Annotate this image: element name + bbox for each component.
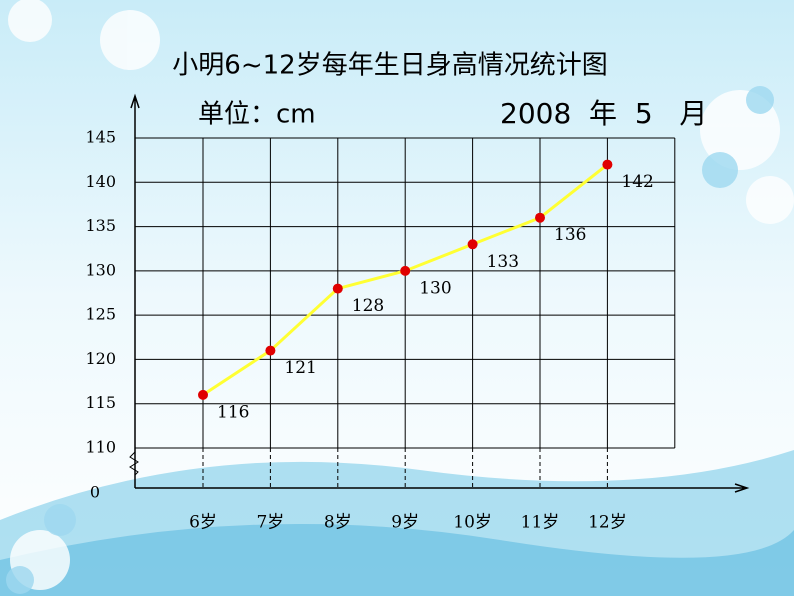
unit-label: 单位：cm	[198, 100, 316, 130]
decor	[6, 86, 774, 594]
point	[400, 265, 411, 276]
y-tick-label: 135	[85, 216, 116, 235]
date-label: 2008 年 5 月	[500, 97, 707, 130]
y-tick-label: 120	[85, 349, 116, 368]
value-label: 130	[419, 278, 451, 298]
point	[265, 345, 276, 356]
value-label: 128	[352, 296, 384, 316]
wave	[0, 524, 794, 596]
x-tick-label: 11岁	[521, 513, 560, 533]
x-tick-label: 9岁	[391, 513, 419, 533]
point	[602, 159, 613, 170]
x-axis	[135, 483, 750, 493]
value-label: 136	[554, 225, 586, 245]
x-tick-label: 8岁	[324, 513, 352, 533]
y-axis	[130, 93, 140, 488]
x-tick-label: 7岁	[256, 513, 284, 533]
x-tick-label: 6岁	[189, 513, 217, 533]
y-tick-label: 115	[85, 393, 116, 412]
y-tick-label: 125	[85, 305, 116, 324]
axis-break	[129, 451, 139, 476]
value-label: 142	[621, 172, 653, 192]
origin-label: 0	[90, 483, 100, 502]
point	[467, 239, 478, 250]
chart-title: 小明6~12岁每年生日身高情况统计图	[172, 51, 607, 81]
x-tick-label: 10岁	[453, 513, 492, 533]
value-label: 116	[217, 402, 249, 422]
point	[198, 389, 208, 400]
y-tick-label: 110	[85, 438, 116, 457]
y-tick-label: 145	[85, 128, 116, 147]
point	[535, 212, 545, 223]
point	[332, 283, 343, 294]
y-tick-label: 140	[85, 172, 116, 191]
y-tick-label: 130	[85, 260, 116, 279]
value-label: 133	[487, 252, 519, 272]
x-tick-label: 12岁	[588, 513, 627, 533]
value-label: 121	[284, 358, 316, 378]
